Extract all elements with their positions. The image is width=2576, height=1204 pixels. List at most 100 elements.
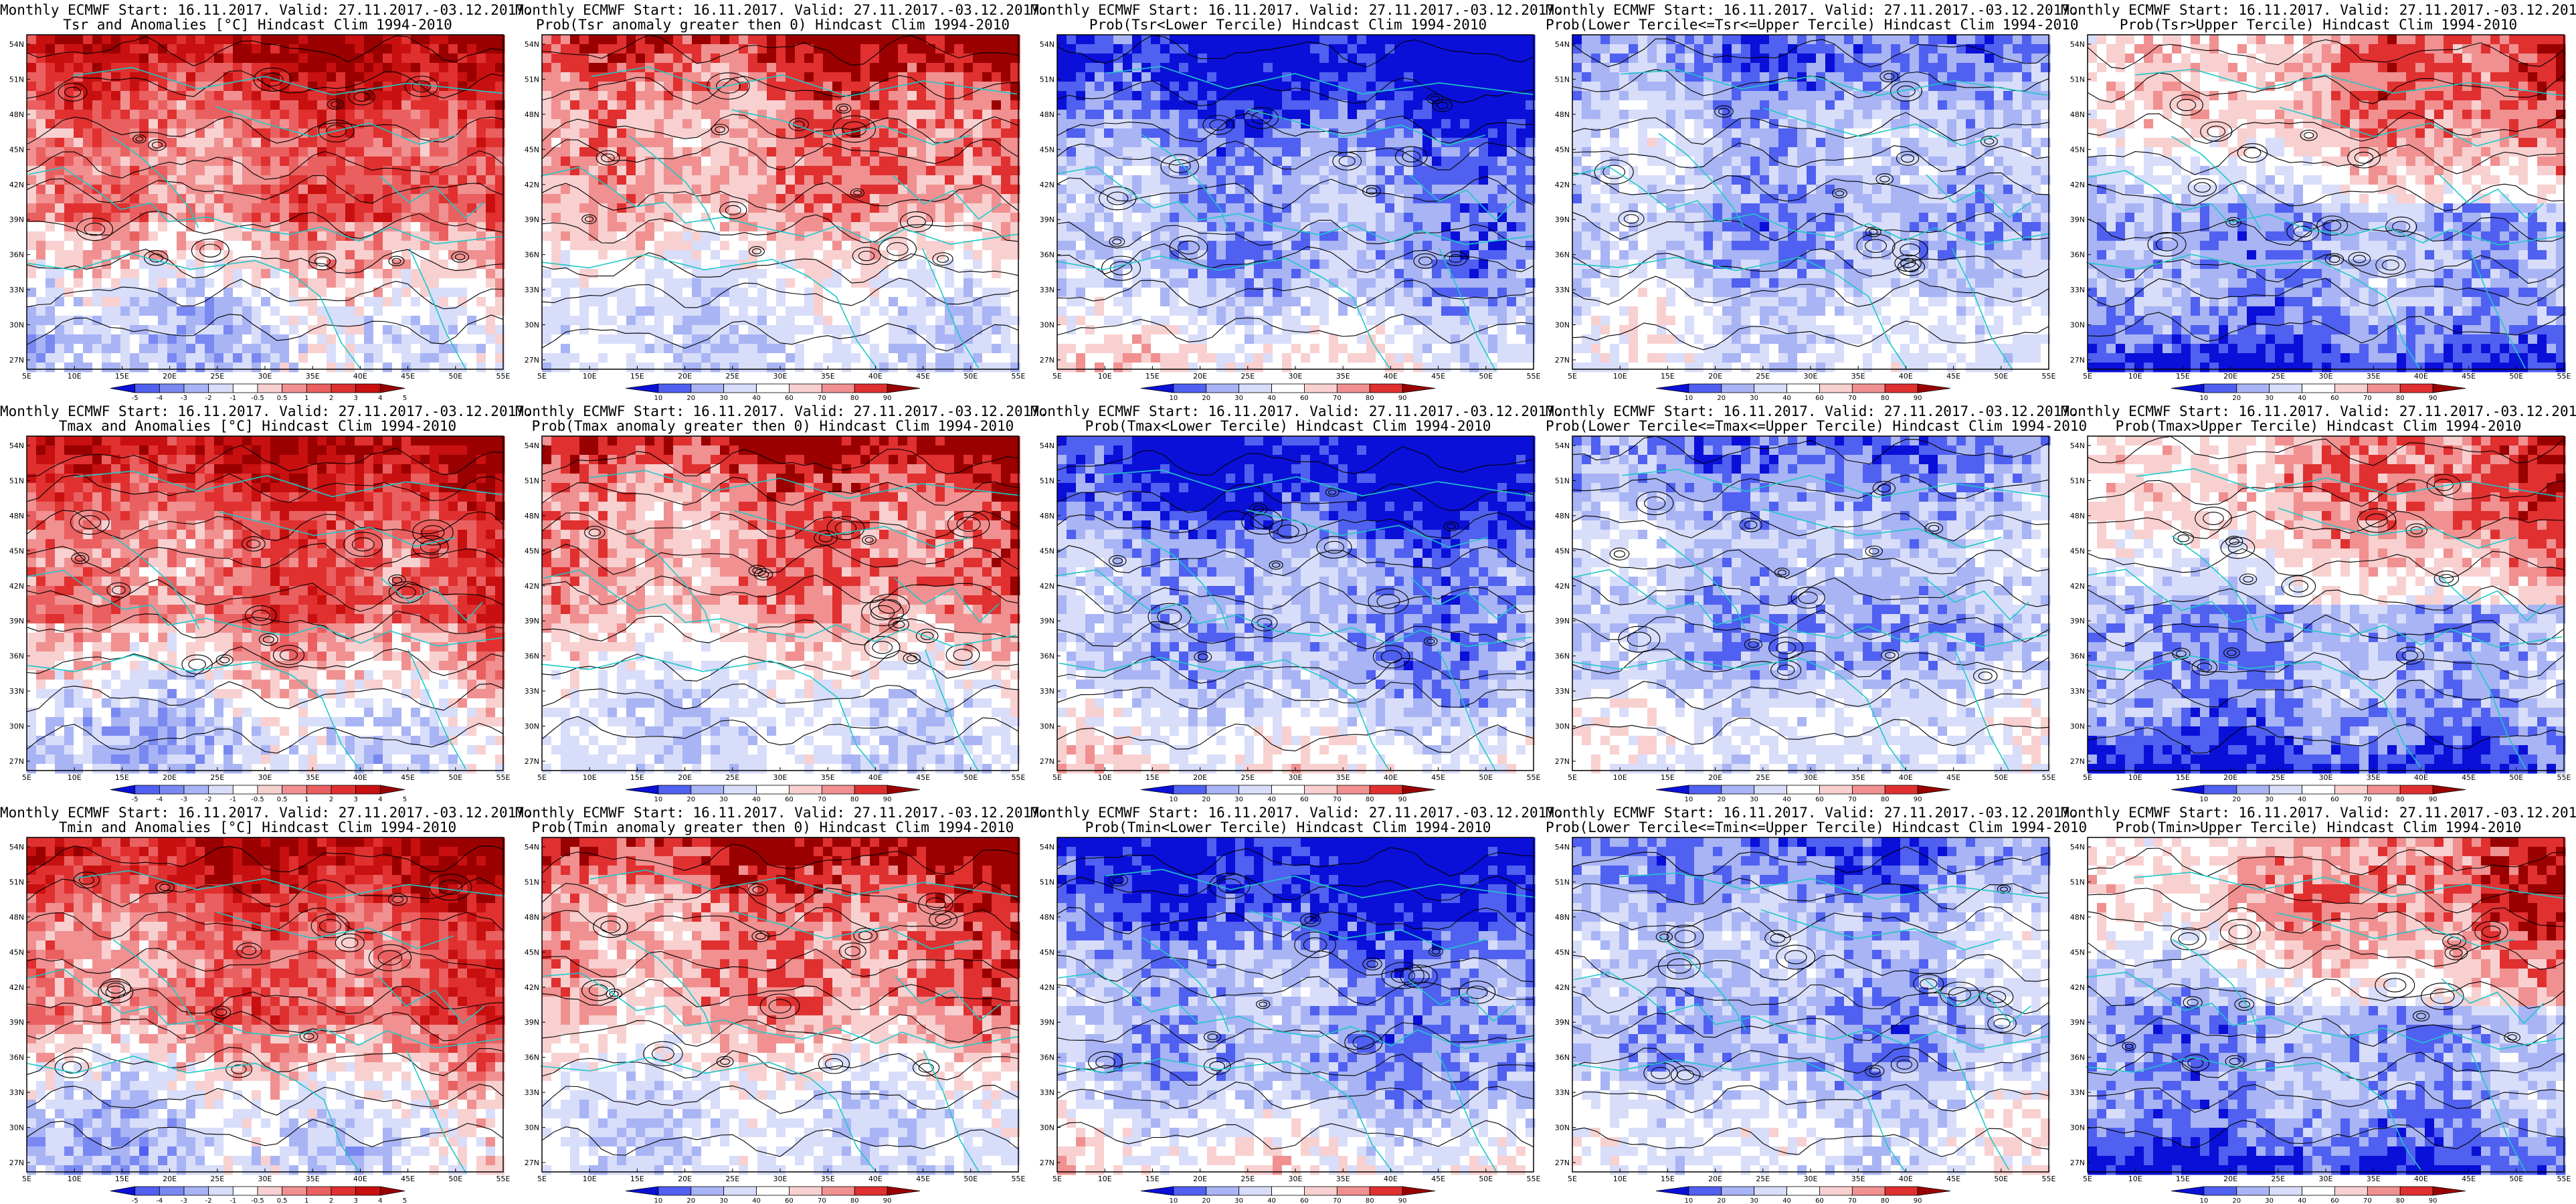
- lat-label: 42N: [1040, 181, 1054, 189]
- lat-label: 39N: [1555, 215, 1570, 224]
- panel-title: Monthly ECMWF Start: 16.11.2017. Valid: …: [1546, 404, 2079, 419]
- lat-label: 39N: [525, 215, 539, 224]
- color-bar-label: -4: [156, 796, 163, 803]
- lon-label: 45E: [1946, 372, 1960, 381]
- lat-label: 33N: [525, 1088, 539, 1097]
- lat-label: 45N: [2070, 145, 2085, 154]
- lon-label: 15E: [1145, 372, 1160, 381]
- lon-label: 5E: [2083, 1175, 2092, 1183]
- lon-label: 50E: [1994, 773, 2008, 782]
- map-panel-tsr-5: Monthly ECMWF Start: 16.11.2017. Valid: …: [2061, 0, 2576, 401]
- color-bar-label: -3: [181, 796, 187, 803]
- color-bar-label: -1: [229, 1197, 236, 1204]
- lon-label: 35E: [821, 1175, 835, 1183]
- lat-label: 51N: [1555, 75, 1570, 84]
- coastlines: [2086, 872, 2567, 1173]
- lon-label: 10E: [68, 1175, 82, 1183]
- axis-labels: 54N 51N 48N 45N 42N 39N 36N 33N 30N 27N 5E 10E 15E 20…: [9, 843, 511, 1183]
- lat-label: 27N: [1555, 356, 1570, 365]
- lon-label: 35E: [306, 372, 320, 381]
- lon-label: 20E: [1193, 372, 1207, 381]
- lat-label: 54N: [1040, 843, 1054, 851]
- lon-label: 55E: [1527, 773, 1541, 782]
- lon-label: 35E: [2367, 372, 2381, 381]
- lat-label: 45N: [1555, 948, 1570, 957]
- lon-label: 50E: [448, 1175, 462, 1183]
- lat-label: 54N: [2070, 40, 2085, 49]
- color-bar-label: 30: [1750, 1197, 1758, 1204]
- lon-label: 20E: [2223, 773, 2237, 782]
- lat-label: 36N: [1040, 251, 1054, 260]
- lon-label: 45E: [916, 773, 930, 782]
- lat-label: 36N: [1555, 251, 1570, 260]
- lon-label: 50E: [1479, 773, 1493, 782]
- lon-label: 45E: [2462, 1175, 2476, 1183]
- lon-label: 45E: [1946, 1175, 1960, 1183]
- lat-label: 54N: [2070, 843, 2085, 851]
- lon-label: 40E: [868, 372, 883, 381]
- lat-label: 54N: [1555, 441, 1570, 450]
- color-bar-label: 70: [1848, 395, 1857, 401]
- panel-subtitle: Prob(Tsr anomaly greater then 0) Hindcas…: [515, 17, 1030, 32]
- lon-label: 30E: [1289, 773, 1303, 782]
- color-bar-label: 10: [1170, 1197, 1178, 1204]
- lon-label: 50E: [1994, 372, 2008, 381]
- color-bar-label: 4: [378, 395, 382, 401]
- lon-label: 20E: [678, 1175, 692, 1183]
- color-bar-label: 10: [1685, 1197, 1693, 1204]
- lat-label: 42N: [9, 983, 24, 992]
- panel-subtitle: Prob(Tsr<Lower Tercile) Hindcast Clim 19…: [1030, 17, 1546, 32]
- lat-label: 45N: [525, 145, 539, 154]
- panel-subtitle: Prob(Lower Tercile<=Tmax<=Upper Tercile)…: [1546, 419, 2087, 433]
- lat-label: 27N: [2070, 1159, 2085, 1167]
- color-bar-label: 60: [1300, 395, 1309, 401]
- lat-label: 42N: [525, 181, 539, 189]
- lon-label: 50E: [448, 372, 462, 381]
- lon-label: 15E: [630, 1175, 644, 1183]
- lon-label: 30E: [1804, 372, 1818, 381]
- lon-label: 10E: [1098, 1175, 1112, 1183]
- lat-label: 51N: [2070, 75, 2085, 84]
- lon-label: 45E: [2462, 372, 2476, 381]
- lon-label: 15E: [1661, 372, 1675, 381]
- lat-label: 30N: [2070, 321, 2085, 330]
- lat-label: 51N: [9, 878, 24, 886]
- coastlines: [27, 67, 504, 370]
- panel-subtitle: Prob(Tmax<Lower Tercile) Hindcast Clim 1…: [1030, 419, 1546, 433]
- color-bar-label: 80: [2396, 395, 2405, 401]
- lat-label: 54N: [9, 441, 24, 450]
- lat-label: 39N: [1555, 1018, 1570, 1027]
- color-bar-label: 40: [1267, 1197, 1276, 1204]
- color-bar-label: -5: [132, 395, 139, 401]
- color-bar-label: 2: [329, 796, 333, 803]
- lon-label: 20E: [2223, 372, 2237, 381]
- lat-label: 39N: [525, 1018, 539, 1027]
- lat-label: 30N: [9, 321, 24, 330]
- lat-label: 54N: [1040, 40, 1054, 49]
- lat-label: 54N: [9, 40, 24, 49]
- color-bar-label: 40: [1267, 796, 1276, 803]
- color-bar: 10 20 30 40 60 70 80 90: [1140, 785, 1436, 803]
- lat-label: 36N: [1040, 1054, 1054, 1062]
- color-bar-label: 30: [1750, 796, 1758, 803]
- lon-label: 55E: [1012, 372, 1026, 381]
- panel-title: Monthly ECMWF Start: 16.11.2017. Valid: …: [1030, 3, 1564, 17]
- coastlines: [2086, 68, 2565, 369]
- lon-label: 5E: [537, 1175, 547, 1183]
- color-bar-label: 10: [654, 796, 663, 803]
- lon-label: 30E: [1804, 773, 1818, 782]
- coastlines: [1572, 872, 2049, 1172]
- lat-label: 27N: [9, 356, 24, 365]
- lon-label: 40E: [353, 773, 367, 782]
- lon-label: 40E: [868, 1175, 883, 1183]
- color-bar-label: 20: [686, 1197, 695, 1204]
- lat-label: 42N: [2070, 582, 2085, 591]
- color-bar-label: 1: [304, 796, 308, 803]
- lon-label: 55E: [1527, 1175, 1541, 1183]
- isolines: [1572, 435, 2049, 746]
- lon-label: 35E: [1336, 1175, 1350, 1183]
- color-bar-label: 0.5: [277, 1197, 288, 1204]
